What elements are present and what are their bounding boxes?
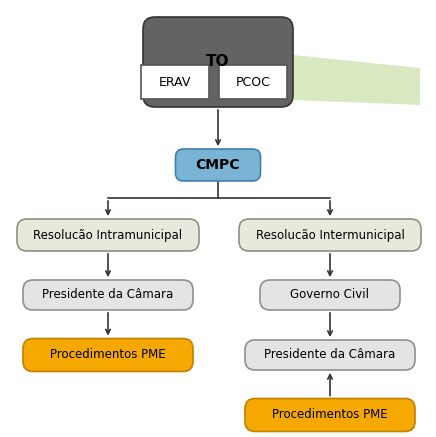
FancyBboxPatch shape bbox=[239, 219, 421, 251]
Text: Resolucão Intermunicipal: Resolucão Intermunicipal bbox=[255, 229, 405, 242]
FancyBboxPatch shape bbox=[176, 149, 260, 181]
Text: Presidente da Câmara: Presidente da Câmara bbox=[264, 348, 395, 361]
FancyBboxPatch shape bbox=[245, 399, 415, 431]
Text: ERAV: ERAV bbox=[159, 76, 191, 89]
Text: Procedimentos PME: Procedimentos PME bbox=[272, 409, 388, 422]
Text: Resolucão Intramunicipal: Resolucão Intramunicipal bbox=[34, 229, 183, 242]
FancyBboxPatch shape bbox=[219, 65, 287, 99]
FancyBboxPatch shape bbox=[17, 219, 199, 251]
Polygon shape bbox=[293, 55, 420, 105]
FancyBboxPatch shape bbox=[23, 339, 193, 371]
Text: Governo Civil: Governo Civil bbox=[290, 288, 369, 302]
FancyBboxPatch shape bbox=[141, 65, 209, 99]
Text: TO: TO bbox=[206, 55, 230, 69]
FancyBboxPatch shape bbox=[143, 17, 293, 107]
FancyBboxPatch shape bbox=[23, 280, 193, 310]
Text: PCOC: PCOC bbox=[235, 76, 270, 89]
Text: Presidente da Câmara: Presidente da Câmara bbox=[42, 288, 174, 302]
Text: Procedimentos PME: Procedimentos PME bbox=[50, 348, 166, 361]
FancyBboxPatch shape bbox=[260, 280, 400, 310]
Text: CMPC: CMPC bbox=[196, 158, 240, 172]
FancyBboxPatch shape bbox=[245, 340, 415, 370]
